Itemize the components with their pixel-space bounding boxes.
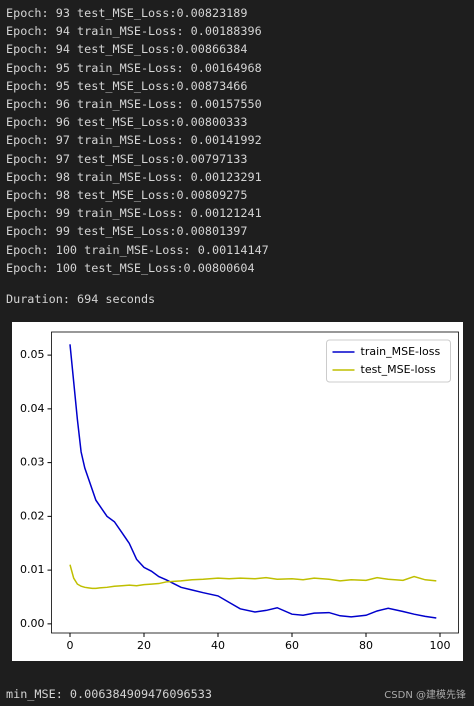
duration-line: Duration: 694 seconds (6, 292, 156, 306)
y-tick-label: 0.03 (20, 456, 45, 469)
console-line: Epoch: 97 train_MSE-Loss: 0.00141992 (6, 133, 262, 148)
console-line: Epoch: 95 test_MSE_Loss:0.00873466 (6, 78, 248, 93)
console-line: Epoch: 96 test_MSE_Loss:0.00800333 (6, 115, 248, 130)
console-line: Epoch: 99 train_MSE-Loss: 0.00121241 (6, 206, 262, 221)
watermark: CSDN @建模先锋 (384, 690, 466, 701)
x-tick-label: 40 (211, 639, 225, 652)
console-line: Epoch: 94 train_MSE-Loss: 0.00188396 (6, 24, 262, 39)
chart-figure: 0 20 40 60 80 100 0.00 0.01 0.02 0.03 0.04 0.05 trai… (12, 322, 463, 661)
console-line: Epoch: 99 test_MSE_Loss:0.00801397 (6, 224, 248, 239)
legend-box (326, 339, 451, 383)
y-tick-label: 0.05 (20, 348, 45, 361)
console-line: Epoch: 96 train_MSE-Loss: 0.00157550 (6, 97, 262, 111)
console-line: Epoch: 94 test_MSE_Loss:0.00866384 (6, 42, 248, 57)
x-tick-label: 60 (285, 639, 299, 652)
console-line: Epoch: 93 test_MSE_Loss:0.00823189 (6, 6, 248, 20)
series-line (69, 344, 437, 619)
console-line: Epoch: 95 train_MSE-Loss: 0.00164968 (6, 60, 262, 75)
x-tick-label: 80 (359, 639, 373, 652)
y-tick-label: 0.02 (20, 509, 45, 522)
console-line: Epoch: 100 train_MSE-Loss: 0.00114147 (6, 242, 269, 257)
y-tick-label: 0.00 (20, 617, 45, 630)
console-line: Epoch: 98 train_MSE-Loss: 0.00123291 (6, 169, 262, 184)
x-tick-label: 100 (430, 639, 451, 652)
legend-label: test_MSE-loss (361, 363, 437, 376)
x-tick-label: 20 (137, 639, 151, 652)
y-tick-label: 0.04 (20, 402, 45, 415)
series-line (69, 564, 437, 590)
chart: 0 20 40 60 80 100 0.00 0.01 0.02 0.03 0.04 0.05 trai… (20, 331, 459, 652)
console-line: Epoch: 100 test_MSE_Loss:0.00800604 (6, 260, 255, 275)
plot-frame (51, 331, 459, 634)
min-mse-line: min_MSE: 0.006384909476096533 (6, 687, 212, 701)
x-tick-label: 0 (67, 639, 74, 652)
console-line: Epoch: 97 test_MSE_Loss:0.00797133 (6, 151, 248, 166)
legend-label: train_MSE-loss (361, 345, 441, 358)
y-tick-label: 0.01 (20, 563, 45, 576)
console-line: Epoch: 98 test_MSE_Loss:0.00809275 (6, 188, 248, 202)
